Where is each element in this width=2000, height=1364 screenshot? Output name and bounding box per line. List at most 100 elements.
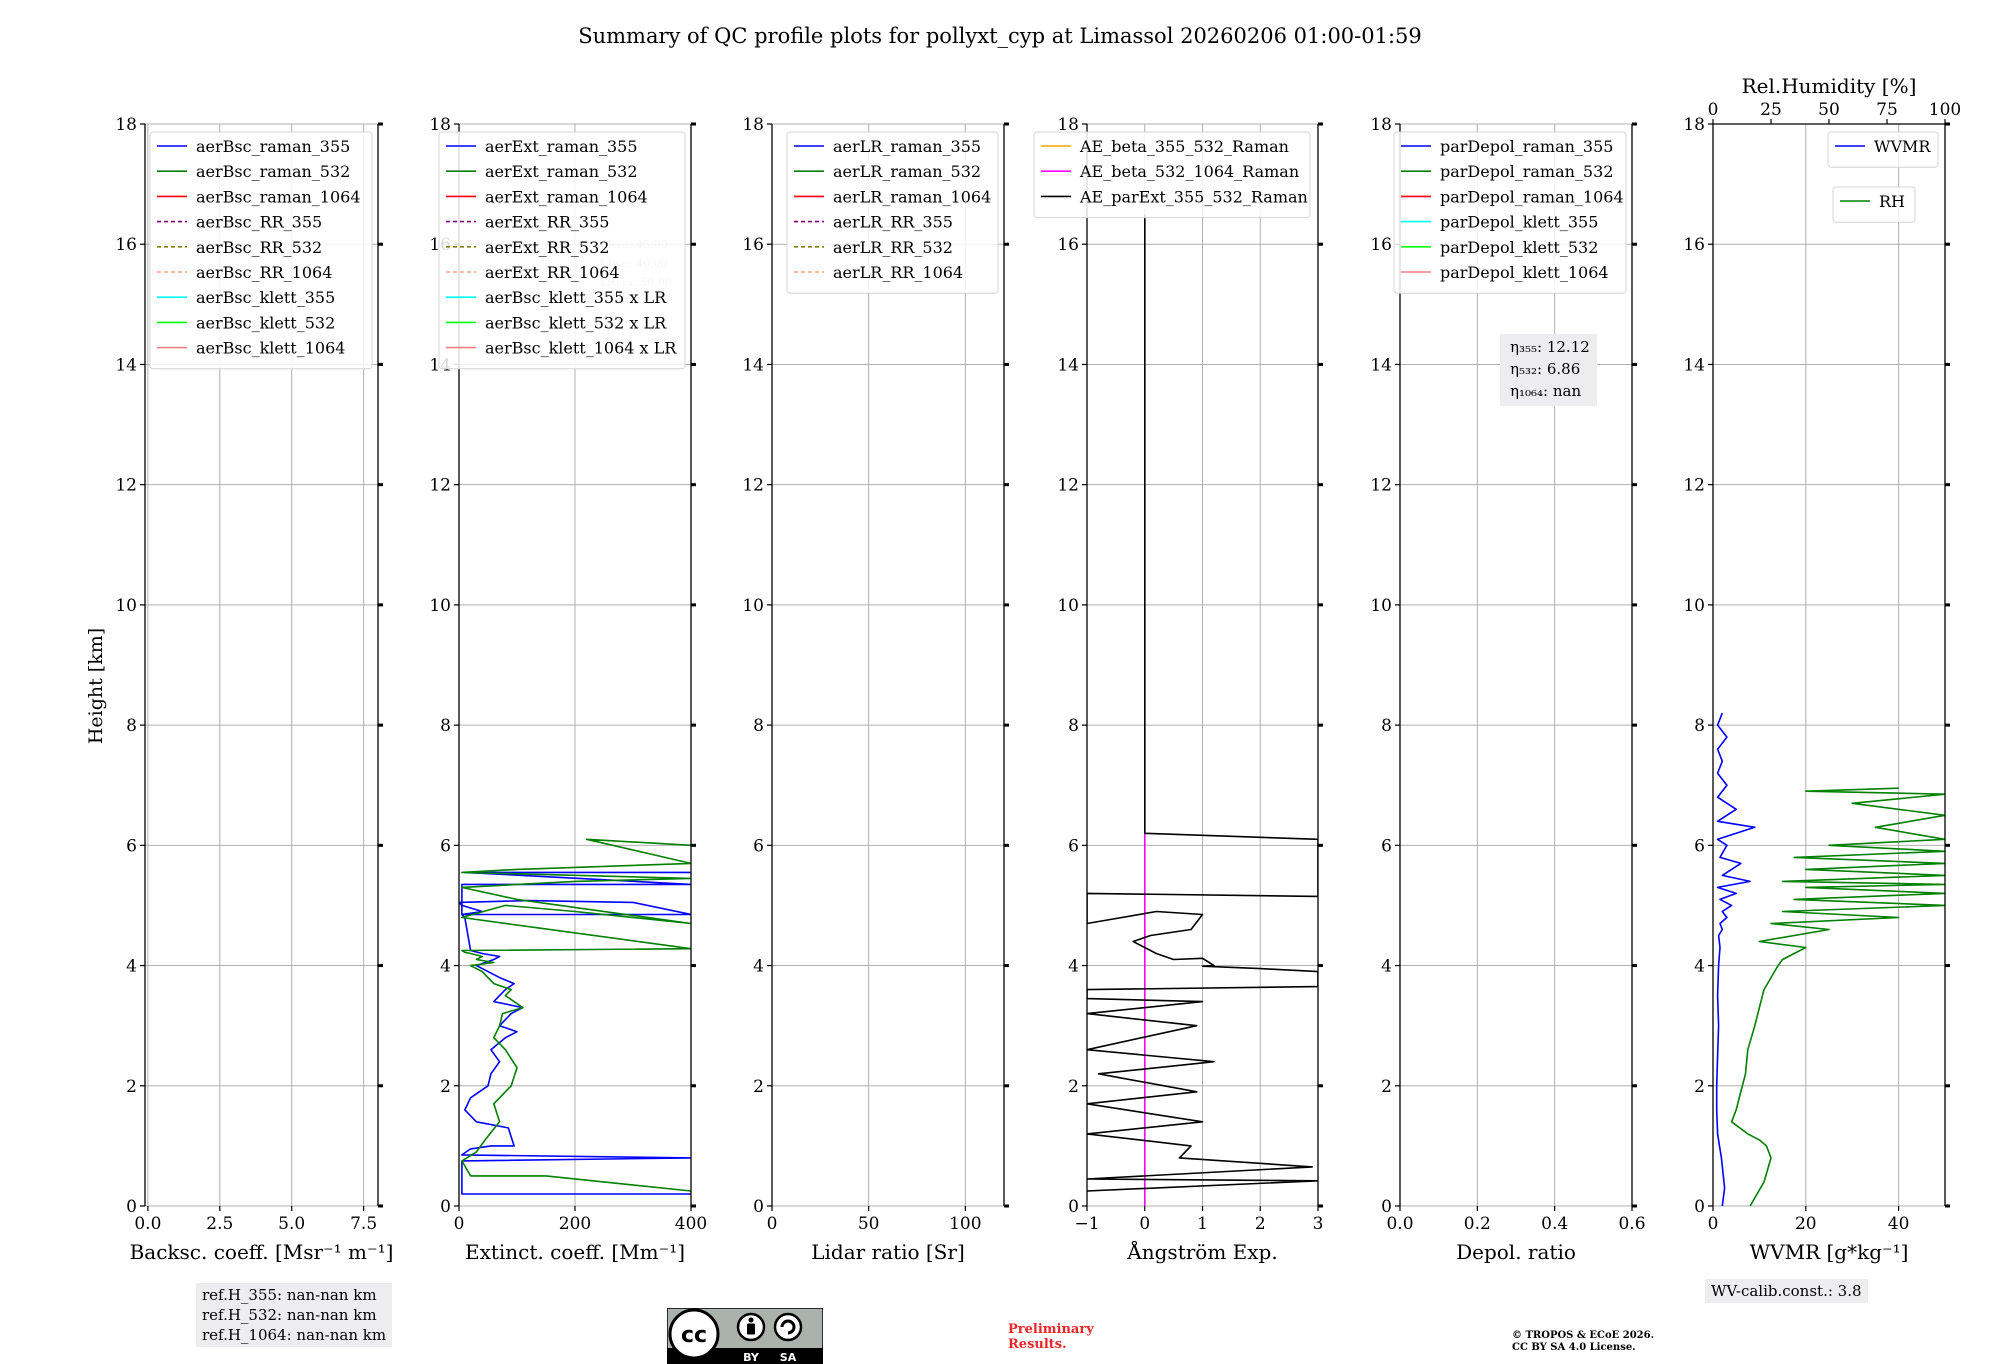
- ytick-label: 4: [1068, 957, 1079, 977]
- ytick-label: 16: [1683, 235, 1705, 255]
- ref-height-1064: ref.H_1064: nan-nan km: [202, 1326, 387, 1344]
- xtick-label: 40: [1888, 1214, 1910, 1234]
- annotation-text: η₁₀₆₄: nan: [1510, 382, 1581, 400]
- legend-entry: aerBsc_raman_532: [196, 162, 350, 181]
- legend-entry: aerExt_RR_355: [485, 213, 609, 232]
- ytick-label: 14: [742, 355, 764, 375]
- legend-entry: AE_beta_532_1064_Raman: [1079, 162, 1299, 181]
- ytick-label: 0: [126, 1197, 137, 1217]
- ytick-label: 12: [1370, 476, 1392, 496]
- x-axis-label: Extinct. coeff. [Mm⁻¹]: [465, 1240, 685, 1264]
- legend-entry: aerBsc_RR_1064: [196, 263, 332, 282]
- ytick-label: 2: [1068, 1077, 1079, 1097]
- share-alike-arrow-icon: [780, 1319, 796, 1335]
- ytick-label: 16: [742, 235, 764, 255]
- share-alike-icon: [773, 1312, 803, 1342]
- ytick-label: 4: [126, 957, 137, 977]
- height-axis-label: Height [km]: [85, 628, 107, 744]
- legend-entry: aerExt_raman_532: [485, 162, 638, 181]
- x-axis-label: WVMR [g*kg⁻¹]: [1750, 1240, 1909, 1264]
- series-AE_parExt_355_532_Raman: [1087, 214, 1318, 1192]
- ytick-label: 6: [440, 836, 451, 856]
- ytick-label: 18: [1683, 115, 1705, 135]
- ytick-label: 10: [429, 596, 451, 616]
- reference-height-box: ref.H_355: nan-nan km ref.H_532: nan-nan…: [196, 1283, 393, 1347]
- legend-entry: parDepol_klett_355: [1440, 213, 1598, 232]
- xtick-label: 0.6: [1618, 1214, 1645, 1234]
- top-xtick-label: 25: [1760, 100, 1782, 120]
- legend-box: [438, 131, 686, 370]
- copyright-line-1: © TROPOS & ECoE 2026.: [1512, 1330, 1655, 1341]
- ytick-label: 2: [1381, 1077, 1392, 1097]
- legend-entry: parDepol_raman_355: [1440, 137, 1613, 156]
- legend-entry: aerBsc_klett_532 x LR: [485, 313, 667, 332]
- legend-box: [1832, 186, 1916, 223]
- wv-calibration-box: WV-calib.const.: 3.8: [1705, 1279, 1868, 1303]
- ytick-label: 0: [1381, 1197, 1392, 1217]
- cc-circle-icon: [668, 1308, 720, 1360]
- person-head-icon: [748, 1317, 754, 1323]
- ytick-label: 8: [1068, 716, 1079, 736]
- series-WVMR: [1715, 712, 1756, 1206]
- copyright-note: © TROPOS & ECoE 2026. CC BY SA 4.0 Licen…: [1512, 1330, 1654, 1354]
- annotation-text: η₅₃₂: 6.86: [1510, 360, 1580, 378]
- annotation-box: [1500, 334, 1597, 406]
- legend-entry: aerBsc_raman_1064: [196, 187, 361, 206]
- ytick-label: 0: [753, 1197, 764, 1217]
- xtick-label: 0: [767, 1214, 778, 1234]
- ytick-label: 18: [429, 115, 451, 135]
- ytick-label: 12: [115, 476, 137, 496]
- ytick-label: 18: [1057, 115, 1079, 135]
- ytick-label: 6: [1694, 836, 1705, 856]
- ytick-label: 0: [1694, 1197, 1705, 1217]
- annotation-text: η₃₅₅: 12.12: [1510, 338, 1590, 356]
- top-xtick-label: 75: [1876, 100, 1898, 120]
- legend-entry: aerBsc_klett_1064 x LR: [485, 339, 677, 358]
- legend-entry: aerLR_raman_355: [833, 137, 981, 156]
- ytick-label: 12: [429, 476, 451, 496]
- xtick-label: 0.2: [1464, 1214, 1491, 1234]
- legend-entry: aerExt_RR_1064: [485, 263, 620, 282]
- xtick-label: 1: [1197, 1214, 1208, 1234]
- ytick-label: 8: [440, 716, 451, 736]
- badge-by-label: BY: [743, 1351, 760, 1364]
- ytick-label: 4: [753, 957, 764, 977]
- preliminary-line-2: Results.: [1008, 1337, 1067, 1352]
- ytick-label: 14: [115, 355, 137, 375]
- ytick-label: 2: [440, 1077, 451, 1097]
- top-axis-label: Rel.Humidity [%]: [1742, 74, 1917, 98]
- xtick-label: 0.0: [134, 1214, 161, 1234]
- ytick-label: 2: [753, 1077, 764, 1097]
- series-aerExt_raman_355: [459, 871, 691, 1195]
- xtick-label: 2: [1255, 1214, 1266, 1234]
- ref-height-355: ref.H_355: nan-nan km: [202, 1286, 377, 1304]
- ytick-label: 0: [1068, 1197, 1079, 1217]
- legend-entry: aerExt_RR_532: [485, 238, 609, 257]
- ytick-label: 10: [1683, 596, 1705, 616]
- xtick-label: 0.0: [1386, 1214, 1413, 1234]
- copyright-line-2: CC BY SA 4.0 License.: [1512, 1342, 1636, 1353]
- legend-entry: parDepol_raman_532: [1440, 162, 1613, 181]
- xtick-label: 2.5: [206, 1214, 233, 1234]
- legend-entry: aerLR_raman_532: [833, 162, 981, 181]
- legend-box: [1827, 131, 1939, 168]
- x-axis-label: Depol. ratio: [1456, 1240, 1576, 1264]
- legend-entry: aerBsc_klett_1064: [196, 339, 345, 358]
- ytick-label: 12: [1057, 476, 1079, 496]
- legend-entry: aerExt_raman_1064: [485, 187, 648, 206]
- ytick-label: 4: [1694, 957, 1705, 977]
- legend-entry: aerLR_RR_1064: [833, 263, 963, 282]
- ytick-label: 10: [1057, 596, 1079, 616]
- legend-entry: aerBsc_klett_532: [196, 313, 335, 332]
- preliminary-line-1: Preliminary: [1008, 1322, 1094, 1337]
- ytick-label: 2: [126, 1077, 137, 1097]
- ytick-label: 6: [1381, 836, 1392, 856]
- ytick-label: 10: [1370, 596, 1392, 616]
- ytick-label: 12: [742, 476, 764, 496]
- panel-lr: 0 2 4 6 8 10 12 14 16 18 0 50 100 Lidar ratio [Sr] aer…: [742, 115, 1009, 1264]
- xtick-label: 200: [559, 1214, 591, 1234]
